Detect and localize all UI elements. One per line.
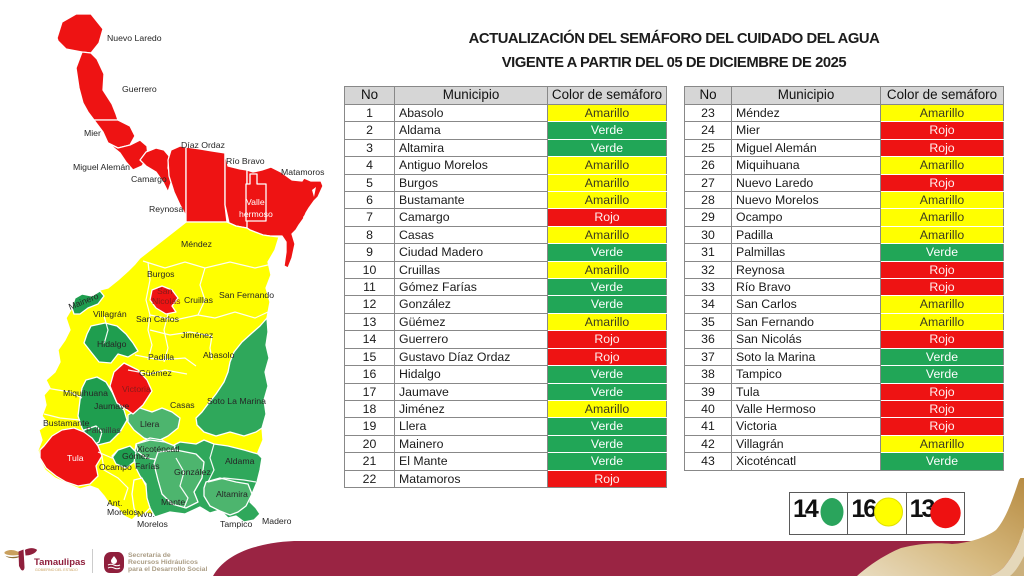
svg-text:Méndez: Méndez — [181, 239, 212, 249]
svg-text:San Carlos: San Carlos — [136, 314, 180, 324]
svg-text:Nuevo Laredo: Nuevo Laredo — [107, 33, 162, 43]
svg-text:Bustamante: Bustamante — [43, 418, 90, 428]
svg-text:Victoria: Victoria — [122, 384, 151, 394]
svg-text:Ocampo: Ocampo — [99, 462, 132, 472]
svg-text:Río Bravo: Río Bravo — [226, 156, 265, 166]
svg-text:Nicolás: Nicolás — [152, 296, 181, 306]
svg-text:Nvo.: Nvo. — [137, 509, 155, 519]
svg-text:Burgos: Burgos — [147, 269, 175, 279]
svg-text:Cruillas: Cruillas — [184, 295, 214, 305]
svg-text:Farías: Farías — [135, 461, 160, 471]
svg-text:Padilla: Padilla — [148, 352, 174, 362]
svg-text:Jiménez: Jiménez — [181, 330, 213, 340]
svg-text:Reynosa: Reynosa — [149, 204, 183, 214]
svg-text:Güémez: Güémez — [139, 368, 172, 378]
svg-text:Mier: Mier — [84, 128, 101, 138]
svg-text:Mante: Mante — [161, 497, 185, 507]
svg-text:Morelos: Morelos — [137, 519, 169, 529]
svg-text:Tampico: Tampico — [220, 519, 253, 529]
svg-text:Xicoténcatl: Xicoténcatl — [137, 444, 180, 454]
svg-text:Miquihuana: Miquihuana — [63, 388, 108, 398]
svg-text:Soto La Marina: Soto La Marina — [207, 396, 266, 406]
svg-text:Aldama: Aldama — [225, 456, 255, 466]
svg-text:Hidalgo: Hidalgo — [97, 339, 127, 349]
svg-text:Miguel Alemán: Miguel Alemán — [73, 162, 130, 172]
svg-text:Tula: Tula — [67, 453, 84, 463]
svg-text:Tamaulipas: Tamaulipas — [34, 557, 86, 568]
svg-text:Matamoros: Matamoros — [281, 167, 325, 177]
svg-text:Villagrán: Villagrán — [93, 309, 127, 319]
svg-text:Casas: Casas — [170, 400, 195, 410]
svg-text:Palmillas: Palmillas — [86, 425, 121, 435]
svg-text:Jaumave: Jaumave — [94, 401, 129, 411]
svg-text:Ant.: Ant. — [107, 498, 122, 508]
svg-text:Morelos: Morelos — [107, 507, 139, 517]
svg-text:San Fernando: San Fernando — [219, 290, 274, 300]
svg-text:Gómez: Gómez — [122, 451, 150, 461]
svg-text:Altamira: Altamira — [216, 489, 248, 499]
svg-text:Camargo: Camargo — [131, 174, 167, 184]
svg-text:González: González — [174, 467, 211, 477]
svg-text:Valle: Valle — [246, 197, 265, 207]
svg-text:Guerrero: Guerrero — [122, 84, 157, 94]
svg-text:Madero: Madero — [262, 516, 292, 526]
svg-text:hermoso: hermoso — [239, 209, 273, 219]
svg-text:Secretaría de: Secretaría de — [128, 552, 171, 559]
svg-text:GOBIERNO DEL ESTADO: GOBIERNO DEL ESTADO — [35, 568, 78, 572]
svg-text:San: San — [157, 286, 173, 296]
svg-text:Abasolo: Abasolo — [203, 350, 235, 360]
svg-text:para el Desarrollo Social: para el Desarrollo Social — [128, 566, 207, 573]
svg-text:Llera: Llera — [140, 419, 159, 429]
svg-text:Díaz Ordaz: Díaz Ordaz — [181, 140, 225, 150]
svg-text:Recursos Hidráulicos: Recursos Hidráulicos — [128, 559, 198, 566]
